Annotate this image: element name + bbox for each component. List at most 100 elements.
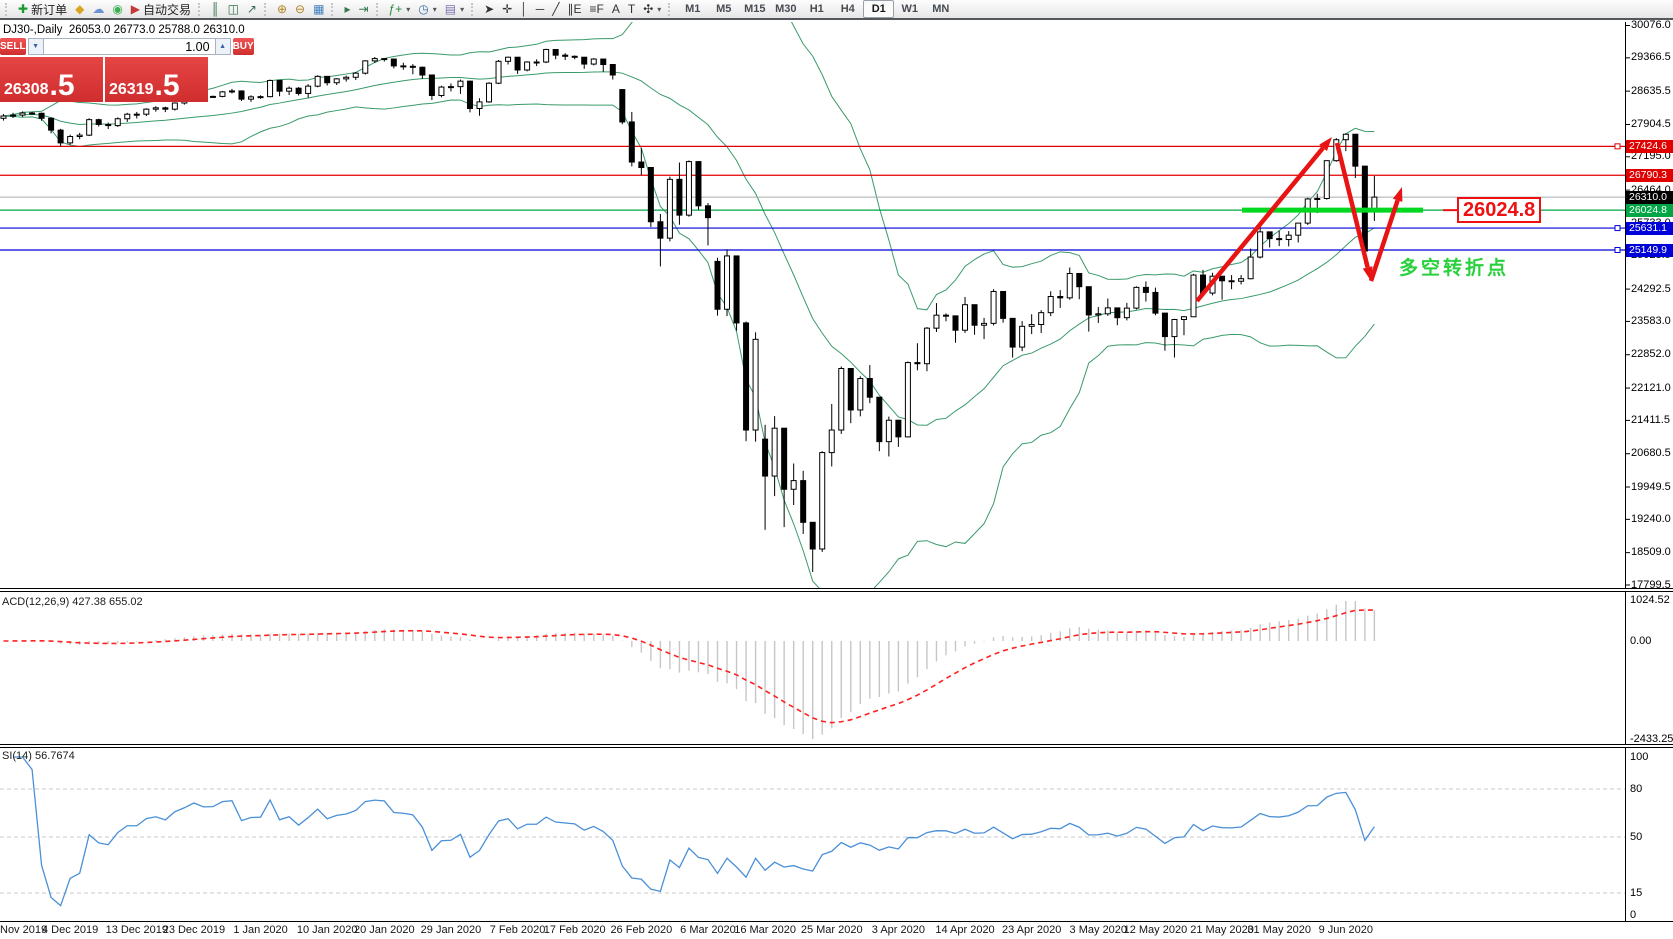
timeframe-w1-button[interactable]: W1 — [901, 3, 919, 15]
candle-body — [866, 378, 873, 398]
volume-input[interactable] — [43, 38, 215, 55]
volume-down-button[interactable]: ▼ — [27, 38, 44, 55]
price-axis-tick: 22121.0 — [1631, 381, 1671, 394]
date-axis-label: 3 Apr 2020 — [871, 924, 925, 936]
candle-body — [581, 56, 588, 65]
candle-body — [1123, 307, 1130, 319]
chinese-note-annotation[interactable]: 多空转折点 — [1399, 258, 1510, 279]
candle-body — [647, 167, 654, 223]
rsi-axis-tick: 100 — [1630, 751, 1649, 763]
bar-chart-button[interactable]: ║ — [207, 0, 224, 19]
buy-price-main: 26319 — [109, 80, 154, 98]
candle-body — [343, 76, 350, 80]
sell-price[interactable]: 26308.5 — [0, 57, 103, 102]
volume-up-button[interactable]: ▲ — [214, 38, 231, 55]
price-axis-tick: 17799.5 — [1631, 578, 1671, 591]
new-order-button[interactable]: ✚ 新订单 — [14, 0, 71, 19]
channel-button[interactable]: ∥E — [563, 0, 585, 19]
candle-body — [885, 419, 892, 443]
candle-body — [676, 178, 683, 216]
candlestick-icon: ◫ — [227, 2, 239, 16]
price-tag-annotation[interactable]: 26024.8 — [1457, 197, 1542, 223]
price-axis-tick: 19949.5 — [1631, 480, 1671, 493]
trend-arrow[interactable] — [1195, 146, 1325, 303]
candle-body — [124, 113, 131, 120]
channel-icon: ∥E — [567, 2, 582, 16]
candle-body — [1190, 274, 1197, 318]
candle-body — [781, 427, 788, 490]
text-label-button[interactable]: T — [624, 0, 639, 19]
hline-handle[interactable] — [1614, 143, 1621, 150]
indicators-button[interactable]: ƒ+ ▾ — [385, 0, 415, 19]
crosshair-button[interactable]: ✛ — [498, 0, 516, 19]
timeframe-d1-button[interactable]: D1 — [863, 0, 895, 18]
timeframe-h4-button[interactable]: H4 — [840, 3, 855, 15]
timeframe-m15-button[interactable]: M15 — [744, 3, 766, 15]
chart-shift-button[interactable]: ⇥ — [354, 0, 372, 19]
zoom-out-button[interactable]: ⊖ — [291, 0, 309, 19]
community-button[interactable]: ☁ — [88, 0, 108, 19]
hline-handle[interactable] — [1614, 247, 1621, 254]
timeframe-m30-button[interactable]: M30 — [775, 3, 797, 15]
periods-button[interactable]: ◷ ▾ — [414, 0, 441, 19]
candle-body — [362, 60, 369, 74]
candle-body — [695, 161, 702, 207]
candle-body — [571, 55, 578, 58]
candle-body — [324, 75, 331, 84]
sell-price-pips: .5 — [49, 69, 75, 103]
buy-button[interactable]: BUY — [232, 38, 254, 55]
timeframe-h1-button[interactable]: H1 — [809, 3, 824, 15]
candle-body — [733, 255, 740, 324]
trend-arrow[interactable] — [1368, 199, 1400, 282]
candle-body — [1352, 133, 1359, 167]
signals-button[interactable]: ◉ — [108, 0, 126, 19]
candle-body — [847, 367, 854, 411]
candle-body — [352, 72, 359, 78]
timeframe-m1-button[interactable]: M1 — [685, 3, 701, 15]
candle-body — [857, 378, 864, 411]
rsi-axis-tick: 15 — [1630, 887, 1643, 899]
candlestick-button[interactable]: ◫ — [224, 0, 243, 19]
vertical-line-button[interactable]: │ — [516, 0, 532, 19]
date-axis-label: 14 Apr 2020 — [935, 924, 995, 936]
pane-separator-rsi[interactable] — [0, 744, 1673, 748]
cursor-button[interactable]: ➤ — [480, 0, 498, 19]
autotrading-button-label: 自动交易 — [143, 2, 192, 17]
candle-body — [657, 221, 664, 239]
horizontal-line-button[interactable]: ─ — [532, 0, 549, 19]
rsi-axis-tick: 50 — [1630, 831, 1643, 843]
arrows-button[interactable]: ✣ ▾ — [639, 0, 665, 19]
toolbar-group-handle — [263, 2, 269, 16]
date-axis-label: 21 May 2020 — [1190, 924, 1254, 936]
date-axis-label: Nov 2019 — [0, 924, 48, 936]
autotrading-button[interactable]: ▶ 自动交易 — [127, 0, 195, 19]
candle-body — [1142, 286, 1149, 293]
candle-body — [314, 75, 321, 87]
price-level-label-27424.6: 27424.6 — [1626, 139, 1673, 153]
hline-handle[interactable] — [1614, 225, 1621, 232]
fibonacci-button[interactable]: ≡F — [585, 0, 607, 19]
pane-separator-macd[interactable] — [0, 588, 1673, 592]
line-chart-button[interactable]: ↗ — [243, 0, 261, 19]
templates-button[interactable]: ▤ ▾ — [441, 0, 468, 19]
candle-body — [0, 115, 7, 119]
zoom-in-button[interactable]: ⊕ — [273, 0, 291, 19]
toolbar-group-handle — [375, 2, 381, 16]
candle-body — [1219, 275, 1226, 282]
date-axis-label: 23 Apr 2020 — [1001, 924, 1062, 936]
sell-button[interactable]: SELL — [0, 38, 26, 55]
tile-windows-button[interactable]: ▦ — [309, 0, 328, 19]
candle-body — [619, 89, 626, 123]
candle-body — [57, 129, 64, 144]
auto-scroll-button[interactable]: ▸ — [340, 0, 354, 19]
text-button[interactable]: A — [608, 0, 624, 19]
trendline-button[interactable]: ╱ — [548, 0, 563, 19]
date-axis-label: 17 Feb 2020 — [543, 924, 606, 936]
timeframe-mn-button[interactable]: MN — [932, 3, 950, 15]
candle-body — [524, 61, 531, 71]
buy-price[interactable]: 26319.5 — [105, 57, 208, 102]
timeframe-m5-button[interactable]: M5 — [716, 3, 732, 15]
trend-arrow[interactable] — [1334, 142, 1370, 268]
charts-button[interactable]: ◆ — [71, 0, 88, 19]
